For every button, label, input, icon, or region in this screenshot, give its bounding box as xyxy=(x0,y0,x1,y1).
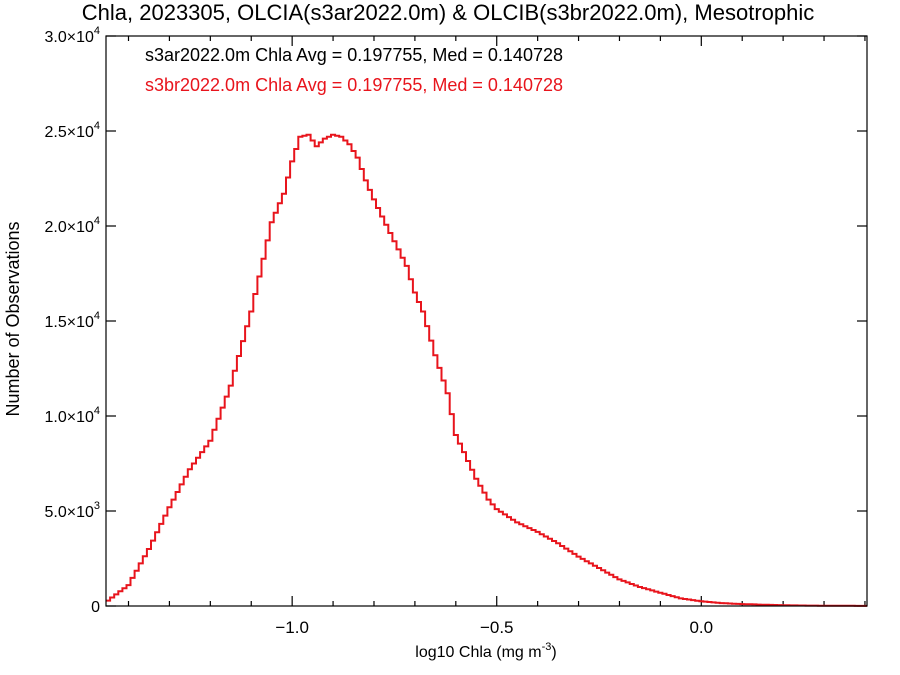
x-tick-label: −0.5 xyxy=(480,618,514,637)
y-tick-label: 0 xyxy=(91,599,100,616)
x-axis-label: log10 Chla (mg m-3) xyxy=(415,641,556,661)
histogram-series-line xyxy=(106,133,867,607)
y-tick-label: 2.0×104 xyxy=(44,215,100,236)
annotation-line-1: s3ar2022.0m Chla Avg = 0.197755, Med = 0… xyxy=(145,45,563,65)
x-axis: −1.0 −0.5 0.0 xyxy=(127,36,866,637)
y-tick-label: 2.5×104 xyxy=(44,120,100,141)
x-tick-label: 0.0 xyxy=(689,618,713,637)
y-tick-label: 5.0×103 xyxy=(44,500,100,521)
y-tick-label: 1.0×104 xyxy=(44,405,100,426)
x-axis-label-tail: ) xyxy=(551,644,556,661)
y-tick-label: 3.0×104 xyxy=(44,25,100,46)
y-axis: 0 5.0×103 1.0×104 1.5×104 2.0×104 2.5×104 3.0×… xyxy=(44,25,867,616)
y-tick-label: 1.5×104 xyxy=(44,310,100,331)
annotation-line-2: s3br2022.0m Chla Avg = 0.197755, Med = 0… xyxy=(145,75,563,95)
x-axis-label-sup: -3 xyxy=(542,641,552,653)
chart-title: Chla, 2023305, OLCIA(s3ar2022.0m) & OLCI… xyxy=(82,0,814,25)
plot-frame xyxy=(105,35,868,607)
x-tick-label: −1.0 xyxy=(275,618,309,637)
y-axis-label: Number of Observations xyxy=(3,221,23,416)
x-axis-label-main: log10 Chla (mg m xyxy=(415,644,541,661)
